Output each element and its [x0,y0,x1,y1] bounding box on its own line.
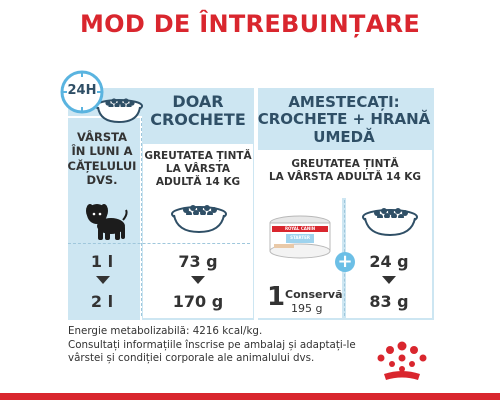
column-divider [141,118,142,316]
footer-line-1: Energie metabolizabilă: 4216 kcal/kg. [68,325,263,337]
plus-icon: + [335,252,355,272]
footer-line-3: vârstei și condiției corporale ale anima… [68,352,315,365]
royal-canin-crown-logo [377,341,427,380]
dry-food-bowl-icon [362,208,418,237]
right-target-weight: GREUTATEA ȚINTĂ LA VÂRSTA ADULTĂ 14 KG [268,158,422,184]
row-divider [68,243,250,244]
arrow-down-icon [96,276,110,284]
can-brand: ROYAL CANIN [284,226,316,231]
page-title: MOD DE ÎNTREBUINȚARE [79,10,421,38]
dry-amount-row-1: 24 g [369,252,409,271]
age-label: VÂRSTA ÎN LUNI A CĂȚELULUI DVS. [67,130,137,188]
dry-food-bowl-icon [171,205,227,234]
amount-row-2: 170 g [172,292,224,311]
wet-food-can-icon [269,215,331,259]
clock-label: 24H [67,83,97,98]
age-row-2: 2 l [90,292,114,311]
footer-text: Energie metabolizabilă: 4216 kcal/kg. Co… [68,325,368,366]
right-target-weight-box [258,150,432,198]
left-header-box [143,88,253,144]
bottom-accent-bar [0,393,500,400]
clock-icon [60,70,104,114]
right-panel-header: AMESTECAȚI: CROCHETE + HRANĂ UMEDĂ [257,93,431,146]
age-row-1: 1 l [90,252,114,271]
amount-row-1: 73 g [178,252,218,271]
can-weight: 195 g [291,302,323,315]
left-panel-header: DOAR CROCHETE [150,92,246,130]
left-target-weight: GREUTATEA ȚINTĂ LA VÂRSTA ADULTĂ 14 KG [144,150,252,189]
can-number: 1 [267,282,286,312]
can-label: Conservă [285,288,343,301]
arrow-down-icon [191,276,205,284]
left-target-weight-box [143,144,253,196]
arrow-down-icon [382,276,396,284]
can-product: STARTER [290,235,310,240]
puppy-icon [86,204,128,240]
dry-amount-row-2: 83 g [369,292,409,311]
footer-line-2: Consultați informațiile înscrise pe amba… [68,338,356,351]
